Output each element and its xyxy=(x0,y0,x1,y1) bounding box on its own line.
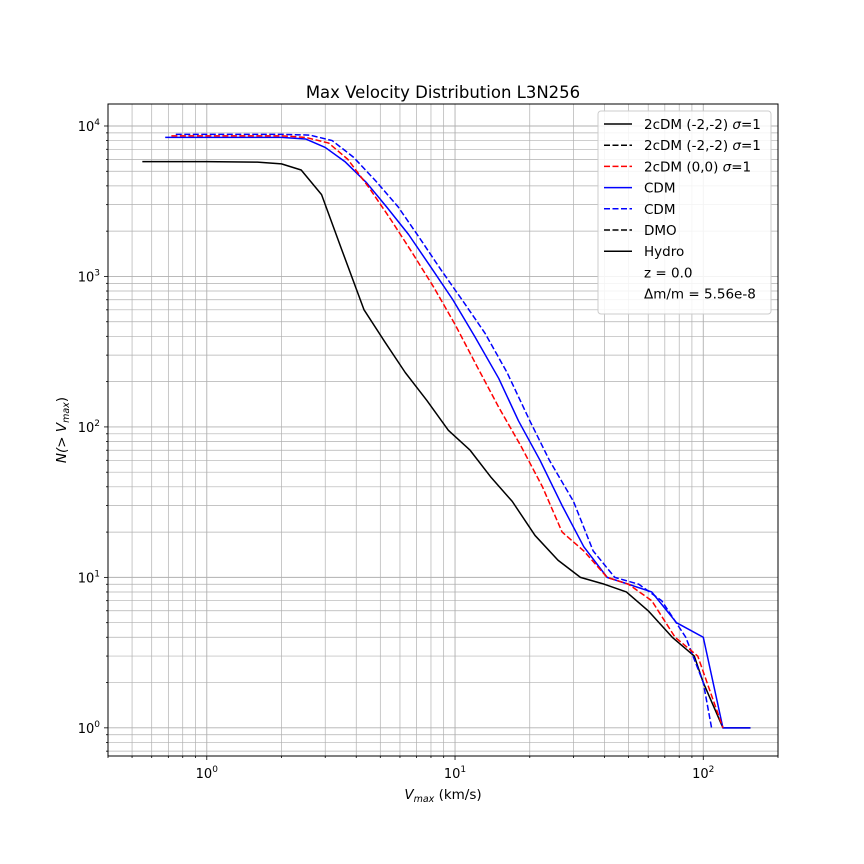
series-lines xyxy=(142,133,751,729)
x-tick-label: 100 xyxy=(196,765,219,782)
plot-frame xyxy=(107,103,779,757)
legend-label: 2cDM (0,0) σ=1 xyxy=(644,159,751,175)
legend-note: Δm/m = 5.56e-8 xyxy=(644,287,756,303)
legend-box xyxy=(597,110,772,315)
y-tick-label: 100 xyxy=(78,720,101,737)
series-line-cdm-solid xyxy=(165,136,751,729)
series-line-2cdm-0-0-1-dashed xyxy=(171,135,724,729)
legend-label: Hydro xyxy=(644,244,684,260)
series-line-hydro-solid xyxy=(142,160,751,729)
chart-title: Max Velocity Distribution L3N256 xyxy=(306,83,580,102)
series-line-cdm-dashed xyxy=(175,133,713,728)
x-tick-label: 102 xyxy=(692,765,714,782)
legend-label: CDM xyxy=(644,181,675,197)
legend-note: z = 0.0 xyxy=(644,265,692,281)
x-axis-label: Vmax (km/s) xyxy=(404,787,481,805)
legend-label: CDM xyxy=(644,202,675,218)
axis-ticks: 100 101 102 100 101 102 103 104 xyxy=(78,118,779,782)
legend-label: 2cDM (-2,-2) σ=1 xyxy=(644,117,761,133)
y-tick-label: 103 xyxy=(78,268,100,285)
legend-label: 2cDM (-2,-2) σ=1 xyxy=(644,138,761,154)
legend-label: DMO xyxy=(644,223,677,239)
legend: 2cDM (-2,-2) σ=1 2cDM (-2,-2) σ=1 2cDM (0,… xyxy=(597,110,772,315)
y-axis-label: N(> Vmax) xyxy=(54,397,72,463)
y-tick-label: 101 xyxy=(78,569,100,586)
x-tick-label: 101 xyxy=(444,765,466,782)
grid xyxy=(107,104,779,756)
y-tick-label: 102 xyxy=(78,419,100,436)
y-tick-label: 104 xyxy=(78,118,101,135)
